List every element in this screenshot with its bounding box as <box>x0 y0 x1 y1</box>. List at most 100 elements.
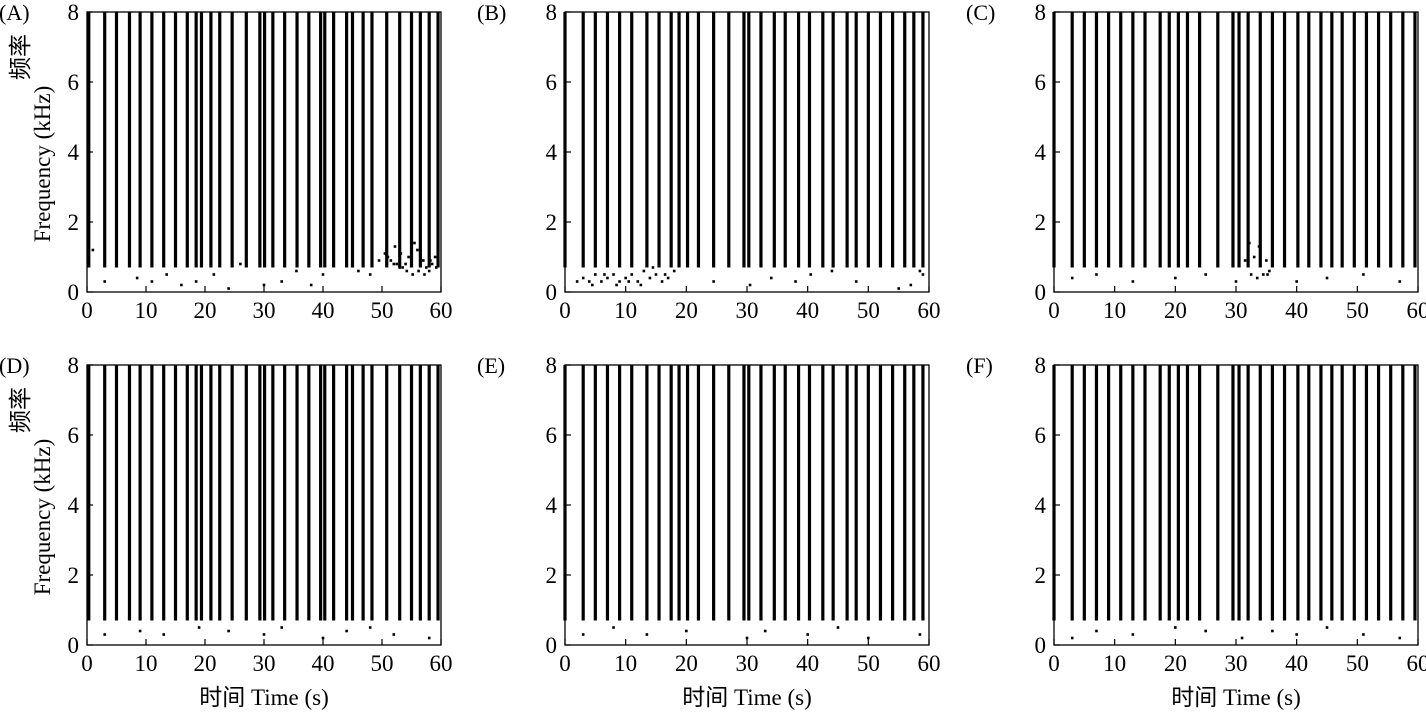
noise-point <box>1131 280 1135 283</box>
x-tick-label: 20 <box>675 298 698 323</box>
x-tick-label: 50 <box>1346 298 1369 323</box>
x-tick-label: 20 <box>194 651 217 676</box>
noise-point <box>1265 259 1268 262</box>
noise-point <box>1070 636 1074 640</box>
x-tick-label: 30 <box>253 298 276 323</box>
noise-point <box>748 283 752 287</box>
noise-point <box>392 262 396 266</box>
noise-point <box>197 626 201 629</box>
x-tick-label: 20 <box>194 298 217 323</box>
x-tick-label: 50 <box>371 651 394 676</box>
y-tick-label: 8 <box>68 353 80 378</box>
noise-point <box>309 283 313 287</box>
noise-point <box>404 262 407 266</box>
panel-label: (E) <box>477 353 505 378</box>
noise-point <box>627 280 630 283</box>
noise-point <box>227 287 230 290</box>
noise-point <box>416 248 419 252</box>
y-tick-label: 8 <box>68 0 80 25</box>
noise-point <box>618 280 621 283</box>
noise-point <box>345 262 348 266</box>
noise-point <box>1240 636 1244 640</box>
noise-point <box>1262 273 1265 276</box>
noise-point <box>1271 629 1274 633</box>
noise-point <box>606 276 609 280</box>
noise-point <box>295 269 298 273</box>
noise-point <box>615 283 618 287</box>
noise-point <box>663 273 667 276</box>
x-tick-label: 0 <box>81 298 93 323</box>
panel-label: (D) <box>0 353 30 378</box>
y-tick-label: 6 <box>546 70 558 95</box>
noise-point <box>212 273 216 276</box>
noise-point <box>180 283 183 287</box>
x-tick-label: 0 <box>1048 298 1060 323</box>
x-axis-label: 时间 Time (s) <box>1171 685 1301 710</box>
noise-point <box>150 280 154 283</box>
x-tick-label: 60 <box>918 651 941 676</box>
y-tick-label: 4 <box>1035 140 1047 165</box>
noise-point <box>321 273 325 276</box>
noise-point <box>1234 280 1238 283</box>
x-tick-label: 60 <box>430 298 453 323</box>
y-tick-label: 0 <box>68 280 80 305</box>
noise-point <box>321 636 325 640</box>
noise-point <box>1295 633 1298 636</box>
noise-point <box>103 280 106 283</box>
x-tick-label: 20 <box>675 651 698 676</box>
noise-point <box>624 276 627 280</box>
noise-point <box>103 633 106 636</box>
x-tick-label: 0 <box>559 298 571 323</box>
noise-point <box>433 255 437 259</box>
noise-point <box>413 241 416 245</box>
x-tick-label: 30 <box>1225 298 1248 323</box>
panel-b: 0 10 20 30 40 50 60 0 2 4 6 8 (B) <box>477 0 941 323</box>
noise-point <box>262 633 266 636</box>
y-tick-label: 0 <box>68 633 80 658</box>
noise-point <box>867 636 870 640</box>
noise-point <box>612 626 615 629</box>
noise-point <box>135 276 139 280</box>
noise-point <box>1204 273 1207 276</box>
x-tick-label: 60 <box>1407 651 1426 676</box>
noise-point <box>1255 276 1259 280</box>
noise-point <box>262 283 266 287</box>
noise-point <box>1266 273 1269 276</box>
x-tick-label: 40 <box>1285 651 1308 676</box>
noise-point <box>918 269 922 273</box>
y-tick-label: 2 <box>68 210 80 235</box>
noise-point <box>1398 636 1402 640</box>
noise-point <box>581 633 585 636</box>
y-tick-label: 4 <box>1035 493 1047 518</box>
x-axis-label: 时间 Time (s) <box>199 685 329 710</box>
y-tick-label: 0 <box>1035 280 1047 305</box>
y-tick-label: 4 <box>68 140 80 165</box>
x-tick-label: 10 <box>1103 651 1126 676</box>
noise-point <box>194 280 198 283</box>
noise-point <box>393 245 397 248</box>
x-tick-label: 50 <box>371 298 394 323</box>
y-tick-label: 6 <box>68 423 80 448</box>
y-tick-label: 6 <box>546 423 558 448</box>
y-tick-label: 8 <box>546 353 558 378</box>
panel-label: (C) <box>966 0 995 25</box>
noise-point <box>672 269 676 273</box>
noise-point <box>1325 626 1329 629</box>
x-tick-label: 30 <box>736 651 759 676</box>
noise-point <box>1252 255 1256 259</box>
noise-point <box>162 633 165 636</box>
noise-point <box>422 259 425 262</box>
noise-point <box>430 262 434 266</box>
y-tick-label: 8 <box>1035 353 1047 378</box>
noise-point <box>1362 633 1365 636</box>
y-tick-label: 6 <box>1035 423 1047 448</box>
noise-point <box>392 633 396 636</box>
x-tick-label: 0 <box>559 651 571 676</box>
noise-point <box>411 273 414 276</box>
noise-point <box>591 283 594 287</box>
noise-point <box>1248 241 1251 245</box>
x-tick-label: 50 <box>1346 651 1369 676</box>
noise-point <box>377 259 381 262</box>
noise-point <box>239 262 242 266</box>
x-tick-label: 40 <box>796 651 819 676</box>
